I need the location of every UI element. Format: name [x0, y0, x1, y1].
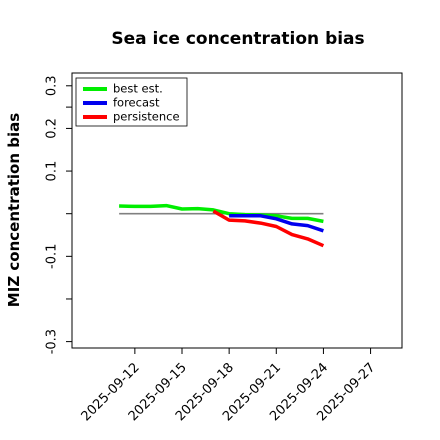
y-tick-label: 0.1	[44, 161, 59, 182]
legend-label: best est.	[113, 82, 163, 96]
y-tick-label: 0.3	[44, 75, 59, 96]
series-line-forecast	[229, 214, 324, 233]
plot-frame	[71, 72, 403, 349]
y-tick-label: -0.3	[45, 329, 60, 354]
series-line-persistence	[212, 209, 325, 248]
y-tick-label: -0.1	[45, 244, 60, 269]
legend-label: persistence	[113, 110, 180, 124]
y-tick-label: 0.2	[45, 118, 60, 139]
legend-label: forecast	[113, 96, 160, 110]
axis-ticks: 0.30.20.1-0.1-0.32025-09-122025-09-15202…	[44, 75, 378, 424]
plot-area	[71, 72, 403, 349]
chart-title: Sea ice concentration bias	[111, 29, 364, 49]
y-axis-label: MIZ concentration bias	[5, 113, 23, 307]
series-line-best-est	[119, 203, 324, 224]
